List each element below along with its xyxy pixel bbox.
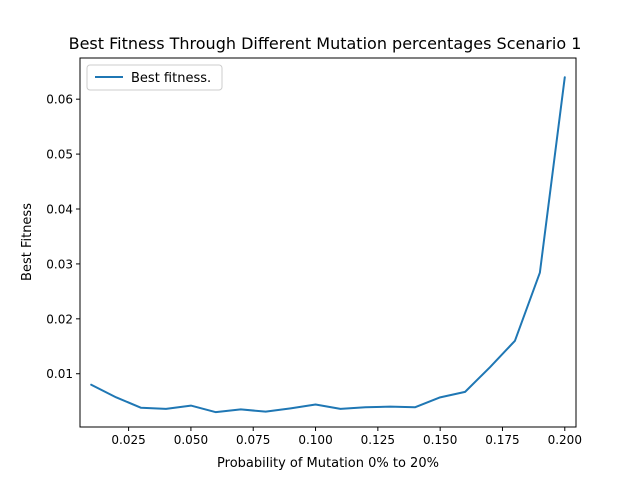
x-tick-label: 0.100 [298,433,332,447]
x-axis: 0.025 0.050 0.075 0.100 0.125 0.150 0.175 0.200 [111,427,582,447]
y-tick-label: 0.06 [46,93,73,107]
y-axis: 0.01 0.02 0.03 0.04 0.05 0.06 [46,93,80,381]
legend: Best fitness. [86,64,223,91]
y-tick-label: 0.03 [46,257,73,271]
x-tick-label: 0.050 [174,433,208,447]
axes-frame [79,57,577,428]
y-tick-label: 0.04 [46,203,73,217]
legend-label: Best fitness. [131,71,211,86]
x-tick-label: 0.150 [423,433,457,447]
x-tick-label: 0.175 [485,433,519,447]
x-tick-label: 0.025 [111,433,145,447]
x-axis-label: Probability of Mutation 0% to 20% [217,456,439,471]
series-line-0 [90,76,566,414]
x-tick-label: 0.125 [361,433,395,447]
x-tick-label: 0.075 [236,433,270,447]
plot-area: 0.025 0.050 0.075 0.100 0.125 0.150 0.175 0.200… [46,57,582,447]
y-tick-label: 0.05 [46,148,73,162]
series-layer [90,76,566,414]
y-tick-label: 0.02 [46,312,73,326]
y-tick-label: 0.01 [46,367,73,381]
y-axis-label: Best Fitness [20,203,35,281]
chart-title: Best Fitness Through Different Mutation … [69,34,582,53]
x-tick-label: 0.200 [548,433,582,447]
legend-box [86,64,223,91]
